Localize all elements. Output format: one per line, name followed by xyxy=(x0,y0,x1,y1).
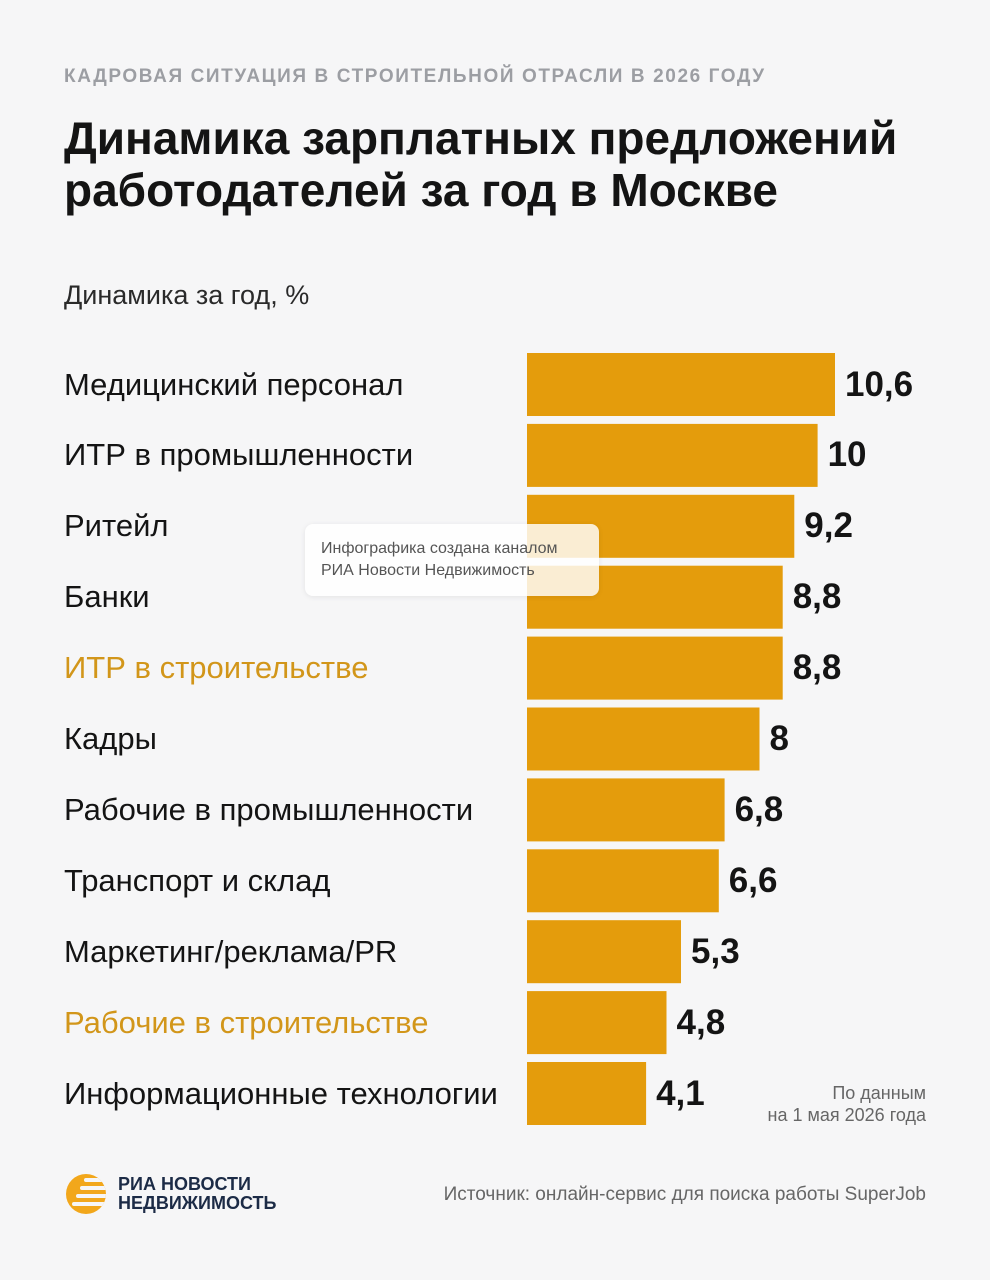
category-label: Медицинский персонал xyxy=(64,366,404,402)
value-label: 5,3 xyxy=(691,931,740,971)
category-label: Рабочие в промышленности xyxy=(64,791,474,827)
value-label: 8,8 xyxy=(792,577,842,617)
value-label: 8,8 xyxy=(792,648,842,688)
bar-8 xyxy=(527,920,681,984)
source-text: Источник: онлайн-сервис для поиска работ… xyxy=(443,1184,926,1205)
category-label: Ритейл xyxy=(64,508,169,544)
bar-1 xyxy=(527,423,818,487)
ria-logo-text: РИА НОВОСТИ НЕДВИЖИМОСТЬ xyxy=(118,1175,276,1213)
bar-6 xyxy=(527,778,725,842)
category-label: ИТР в строительстве xyxy=(64,650,369,686)
category-label: Кадры xyxy=(64,721,157,756)
date-note-line-2: на 1 мая 2026 года xyxy=(767,1105,926,1125)
chart-subtitle: Динамика за год, % xyxy=(64,280,310,310)
watermark-badge: Инфографика создана каналом РИА Новости … xyxy=(305,524,599,596)
chart-title: Динамика зарплатных предложений работода… xyxy=(64,112,898,216)
date-note: По данным на 1 мая 2026 года xyxy=(768,1082,926,1126)
bar-0 xyxy=(527,353,835,416)
kicker-text: КАДРОВАЯ СИТУАЦИЯ В СТРОИТЕЛЬНОЙ ОТРАСЛИ… xyxy=(64,66,766,87)
category-label: Банки xyxy=(64,579,150,615)
logo-line-1: РИА НОВОСТИ xyxy=(118,1174,251,1194)
value-label: 8 xyxy=(769,719,789,758)
value-label: 6,8 xyxy=(734,789,784,829)
category-label: Транспорт и склад xyxy=(64,862,331,898)
value-label: 10,6 xyxy=(845,364,914,404)
value-label: 6,6 xyxy=(728,860,778,900)
bar-4 xyxy=(527,636,783,700)
bar-5 xyxy=(527,707,760,771)
bar-9 xyxy=(527,991,667,1055)
ria-logo-icon xyxy=(66,1174,106,1214)
ria-logo: РИА НОВОСТИ НЕДВИЖИМОСТЬ xyxy=(64,1170,314,1220)
watermark-line-1: Инфографика создана каналом xyxy=(321,540,558,557)
category-label: ИТР в промышленности xyxy=(64,437,414,473)
category-label: Рабочие в строительстве xyxy=(64,1004,429,1040)
value-label: 9,2 xyxy=(804,506,853,546)
category-label: Информационные технологии xyxy=(64,1075,498,1111)
value-label: 4,8 xyxy=(676,1002,726,1042)
bar-7 xyxy=(527,849,719,913)
category-label: Маркетинг/реклама/PR xyxy=(64,933,398,969)
date-note-line-1: По данным xyxy=(832,1083,926,1103)
bar-10 xyxy=(527,1062,647,1125)
value-label: 10 xyxy=(827,435,867,475)
value-label: 4,1 xyxy=(656,1073,705,1113)
logo-line-2: НЕДВИЖИМОСТЬ xyxy=(118,1193,277,1213)
watermark-line-2: РИА Новости Недвижимость xyxy=(321,562,535,579)
